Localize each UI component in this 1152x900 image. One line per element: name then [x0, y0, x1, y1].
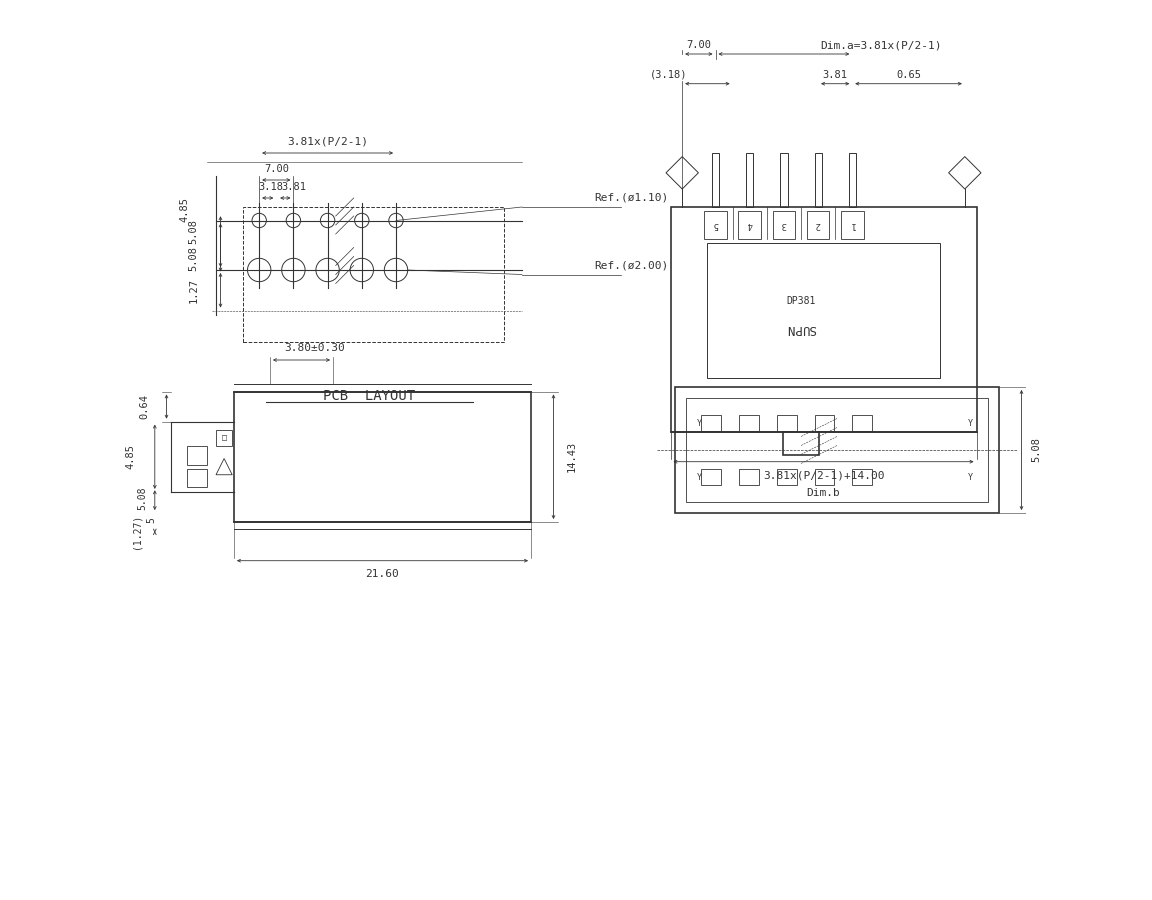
- Bar: [738, 212, 761, 239]
- Bar: [806, 212, 829, 239]
- Bar: [702, 469, 721, 485]
- Text: 5.08: 5.08: [189, 247, 198, 271]
- Bar: [704, 212, 727, 239]
- Text: (3.18): (3.18): [650, 69, 688, 80]
- Bar: [780, 153, 788, 207]
- Text: 3.18: 3.18: [258, 182, 283, 193]
- Text: Y: Y: [968, 418, 972, 427]
- Bar: [746, 153, 753, 207]
- Text: 4.85: 4.85: [126, 445, 136, 469]
- Text: SUPN: SUPN: [786, 322, 816, 335]
- Text: 0.64: 0.64: [139, 394, 149, 419]
- Bar: [849, 153, 856, 207]
- Text: 3.81: 3.81: [823, 69, 848, 80]
- Text: 1.27: 1.27: [189, 278, 198, 302]
- Bar: [702, 415, 721, 431]
- Bar: [187, 446, 207, 464]
- Bar: [776, 415, 796, 431]
- Text: 3.80±0.30: 3.80±0.30: [285, 343, 346, 354]
- Text: Y: Y: [697, 472, 702, 482]
- Text: 0.65: 0.65: [896, 69, 922, 80]
- Bar: [852, 469, 872, 485]
- Bar: [776, 469, 796, 485]
- Text: 7.00: 7.00: [687, 40, 711, 50]
- Bar: [675, 387, 999, 513]
- Text: Ref.(ø2.00): Ref.(ø2.00): [594, 260, 668, 271]
- Text: 3.81x(P/2-1): 3.81x(P/2-1): [287, 136, 369, 147]
- Text: DP381: DP381: [787, 296, 816, 307]
- Bar: [685, 398, 988, 502]
- Bar: [814, 415, 834, 431]
- Text: 2: 2: [816, 220, 820, 230]
- Text: Dim.b: Dim.b: [806, 488, 840, 499]
- Text: Y: Y: [697, 418, 702, 427]
- Bar: [738, 415, 759, 431]
- Text: (1.27): (1.27): [131, 513, 142, 549]
- Bar: [670, 207, 977, 432]
- Bar: [814, 153, 821, 207]
- Text: Ref.(ø1.10): Ref.(ø1.10): [594, 193, 668, 203]
- Bar: [187, 469, 207, 488]
- Text: 3: 3: [781, 220, 787, 230]
- Bar: [773, 212, 795, 239]
- Bar: [814, 469, 834, 485]
- Bar: [841, 212, 864, 239]
- Text: Y: Y: [968, 472, 972, 482]
- Text: 7.00: 7.00: [264, 164, 289, 175]
- Text: 5: 5: [713, 220, 718, 230]
- Text: 5.08: 5.08: [189, 220, 198, 244]
- Bar: [712, 153, 719, 207]
- Text: 5: 5: [146, 518, 157, 524]
- Bar: [783, 432, 819, 454]
- Bar: [217, 430, 233, 446]
- Bar: [243, 207, 505, 342]
- Text: 14.43: 14.43: [567, 441, 576, 472]
- Text: PCB  LAYOUT: PCB LAYOUT: [323, 389, 415, 403]
- Text: 5.08: 5.08: [137, 486, 147, 509]
- Text: Dim.a=3.81x(P/2-1): Dim.a=3.81x(P/2-1): [820, 40, 941, 50]
- Text: 21.60: 21.60: [365, 569, 400, 580]
- Text: □: □: [221, 434, 227, 443]
- Bar: [738, 469, 759, 485]
- Text: 3.81: 3.81: [281, 182, 306, 193]
- Bar: [852, 415, 872, 431]
- Bar: [234, 392, 531, 522]
- Bar: [706, 243, 940, 378]
- Text: 4: 4: [746, 220, 752, 230]
- Text: 4.85: 4.85: [180, 197, 189, 221]
- Text: 1: 1: [850, 220, 855, 230]
- Text: 3.81x(P/2-1)+14.00: 3.81x(P/2-1)+14.00: [763, 470, 885, 481]
- Text: 5.08: 5.08: [1032, 437, 1041, 463]
